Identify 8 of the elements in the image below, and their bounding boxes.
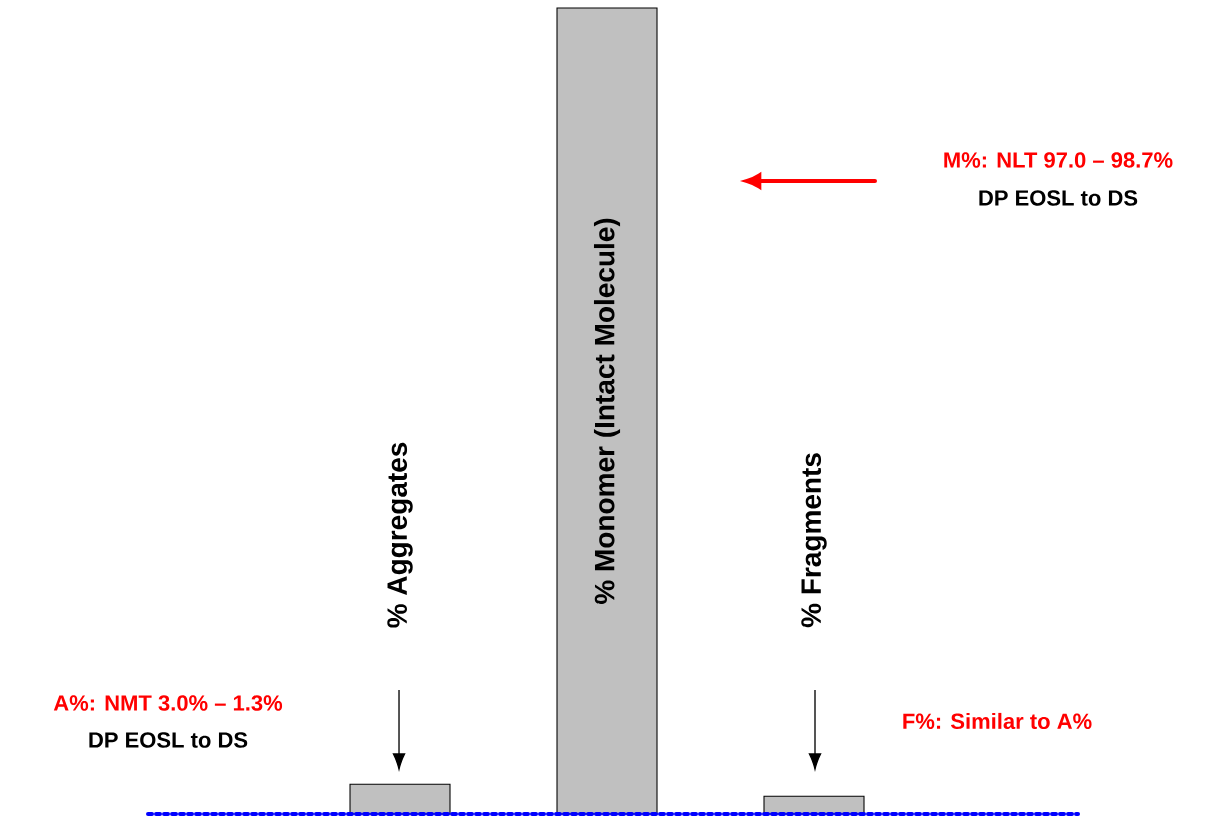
annotation: DP EOSL to DS bbox=[979, 190, 1138, 206]
annotation: F%: Similar to A% bbox=[903, 712, 1092, 730]
x-tick-label: % Monomer (Intact Molecule) bbox=[593, 218, 621, 604]
annotation: M%: NLT 97.0 – 98.7% bbox=[944, 152, 1173, 168]
x-tick-label: % Fragments bbox=[801, 453, 827, 628]
annotation: DP EOSL to DS bbox=[89, 732, 248, 748]
annotation: A%: NMT 3.0% – 1.3% bbox=[53, 695, 283, 711]
x-tick-label: % Aggregates bbox=[387, 442, 413, 628]
